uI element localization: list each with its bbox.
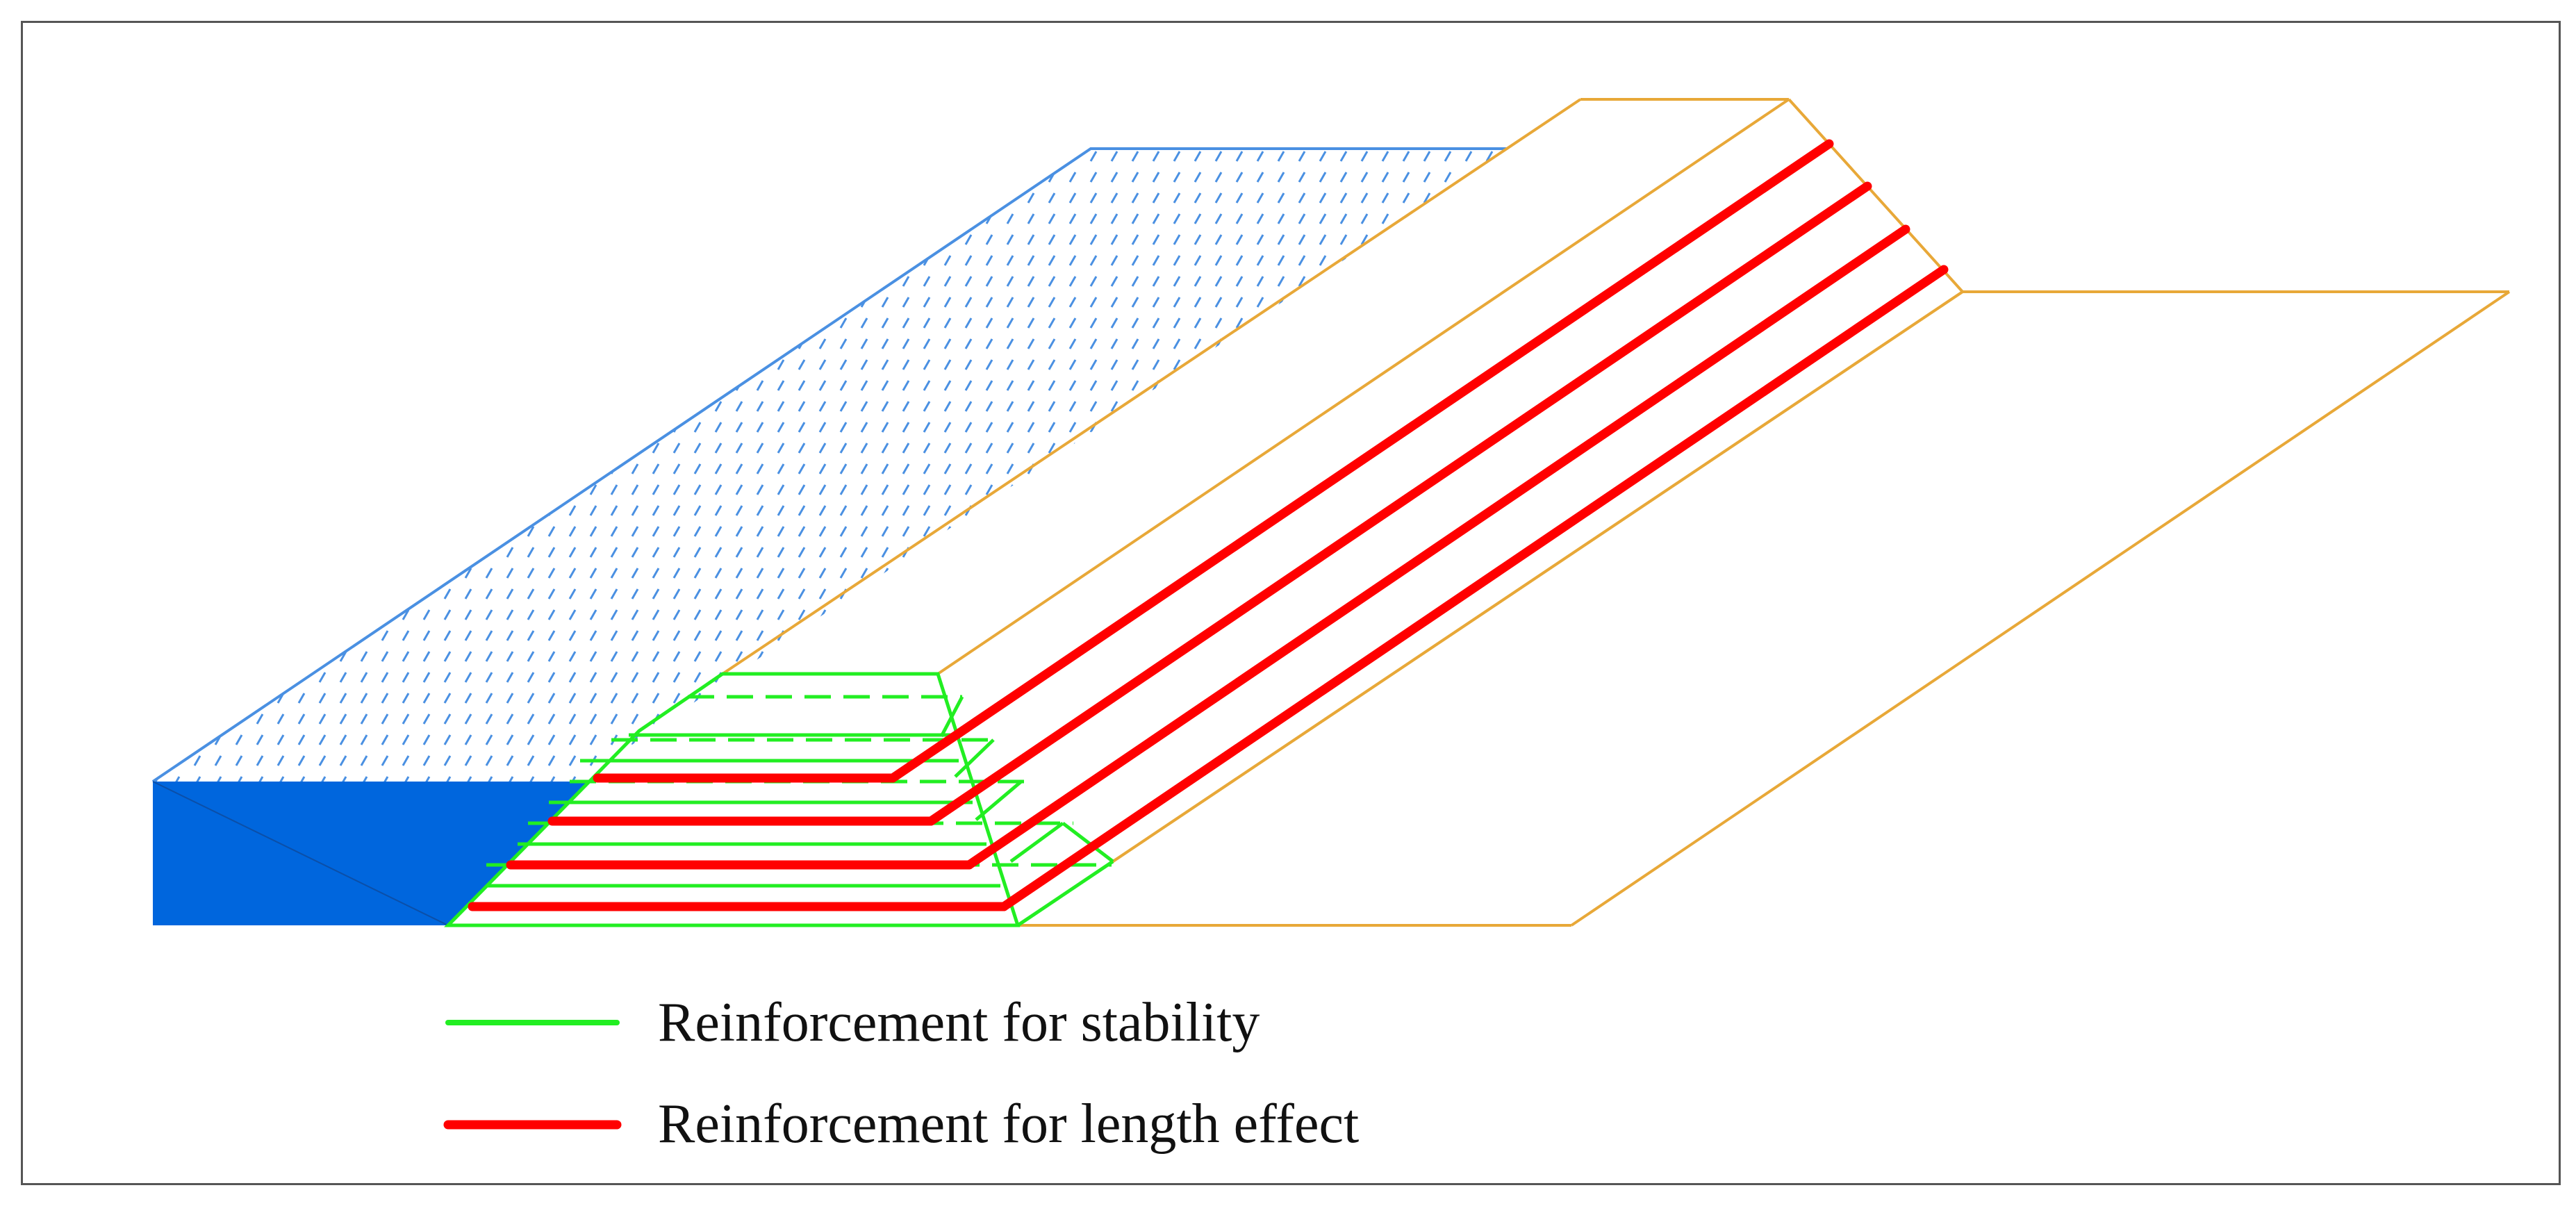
water-surface-edge	[151, 147, 1508, 783]
stability-berm-edge	[954, 738, 995, 778]
dike-land-slope-end	[1787, 98, 1964, 293]
water-surface	[153, 149, 1508, 782]
stability-cross-section-outline	[444, 672, 1021, 927]
stability-berm-edge	[939, 695, 964, 738]
figure-frame	[21, 21, 2561, 1185]
stability-berm-edge	[1009, 821, 1064, 864]
length-effect-reinforcement	[468, 139, 1949, 911]
water-face-diagonal	[152, 781, 449, 926]
length-effect-strip	[888, 139, 1834, 783]
stability-berm-edge	[975, 780, 1023, 821]
legend-stability-label: Reinforcement for stability	[658, 992, 1260, 1053]
stability-berm-edge	[1062, 822, 1114, 863]
dike-crest-far-edge	[721, 98, 1582, 675]
length-effect-strip	[926, 181, 1872, 826]
dike-crest-near-edge	[936, 98, 1790, 675]
berm-front-edge	[1570, 290, 2511, 927]
dike-inner-line	[1112, 290, 1964, 863]
length-effect-strip	[999, 265, 1949, 911]
stability-berm-edge	[1016, 859, 1114, 927]
length-effect-strip	[964, 224, 1910, 870]
legend-length-effect-label: Reinforcement for length effect	[658, 1093, 1360, 1155]
